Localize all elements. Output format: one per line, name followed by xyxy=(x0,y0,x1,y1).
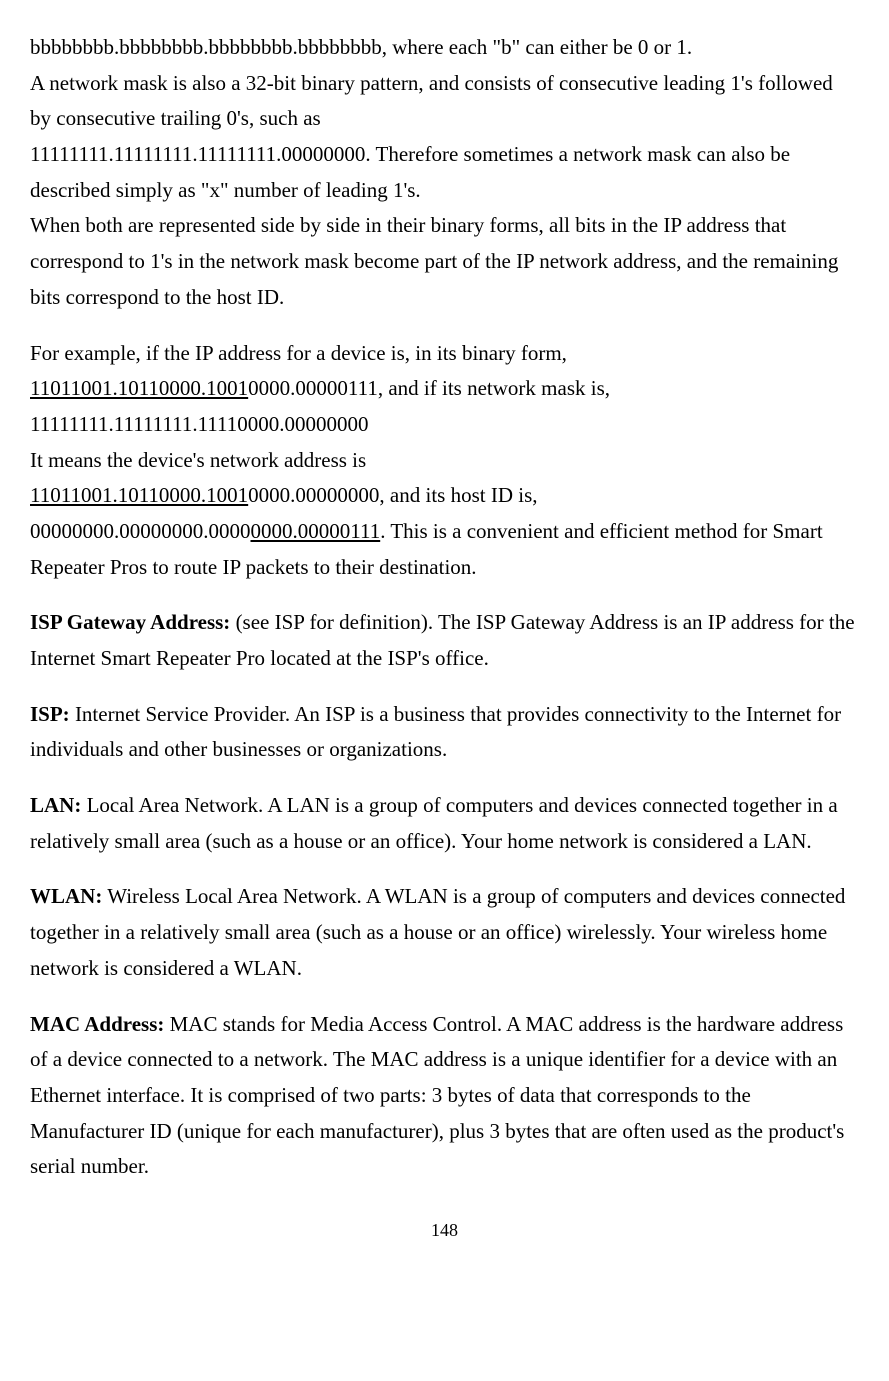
text-line: 0000.00000000, and its host ID is, xyxy=(248,483,537,507)
text-line: 11111111.11111111.11110000.00000000 xyxy=(30,412,369,436)
definition-text: Local Area Network. A LAN is a group of … xyxy=(30,793,838,853)
definition-label: WLAN: xyxy=(30,884,102,908)
definition-mac: MAC Address: MAC stands for Media Access… xyxy=(30,1007,859,1185)
text-line: bbbbbbbb.bbbbbbbb.bbbbbbbb.bbbbbbbb, whe… xyxy=(30,35,692,59)
text-line: 11111111.11111111.11111111.00000000. The… xyxy=(30,142,790,202)
text-line: It means the device's network address is xyxy=(30,448,366,472)
definition-label: MAC Address: xyxy=(30,1012,164,1036)
definition-label: LAN: xyxy=(30,793,81,817)
definition-isp: ISP: Internet Service Provider. An ISP i… xyxy=(30,697,859,768)
definition-text: Internet Service Provider. An ISP is a b… xyxy=(30,702,841,762)
definition-isp-gateway: ISP Gateway Address: (see ISP for defini… xyxy=(30,605,859,676)
definition-label: ISP: xyxy=(30,702,70,726)
paragraph-ip-intro: bbbbbbbb.bbbbbbbb.bbbbbbbb.bbbbbbbb, whe… xyxy=(30,30,859,316)
text-line: 0000.00000111, and if its network mask i… xyxy=(248,376,610,400)
underlined-binary: 11011001.10110000.1001 xyxy=(30,483,248,507)
underlined-binary: 11011001.10110000.1001 xyxy=(30,376,248,400)
definition-text: Wireless Local Area Network. A WLAN is a… xyxy=(30,884,845,979)
underlined-binary: 0000.00000111 xyxy=(251,519,381,543)
text-line: For example, if the IP address for a dev… xyxy=(30,341,567,365)
page-number: 148 xyxy=(30,1215,859,1246)
definition-label: ISP Gateway Address: xyxy=(30,610,230,634)
definition-lan: LAN: Local Area Network. A LAN is a grou… xyxy=(30,788,859,859)
text-line: 00000000.00000000.0000 xyxy=(30,519,251,543)
text-line: When both are represented side by side i… xyxy=(30,213,838,308)
text-line: A network mask is also a 32-bit binary p… xyxy=(30,71,833,131)
definition-text: MAC stands for Media Access Control. A M… xyxy=(30,1012,844,1179)
definition-wlan: WLAN: Wireless Local Area Network. A WLA… xyxy=(30,879,859,986)
paragraph-example: For example, if the IP address for a dev… xyxy=(30,336,859,586)
